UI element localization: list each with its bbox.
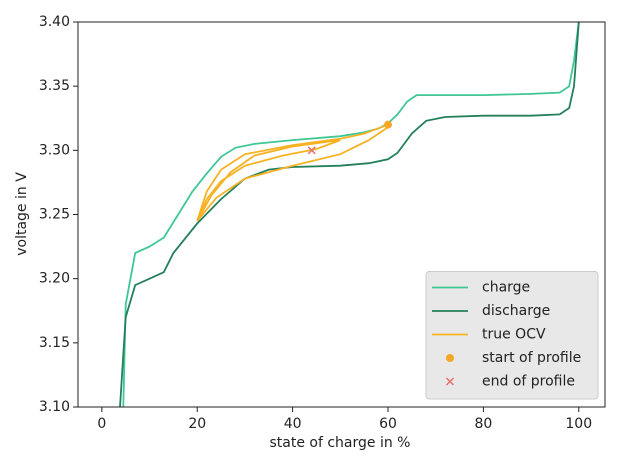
y-tick-label: 3.40	[39, 14, 70, 30]
y-tick-label: 3.35	[39, 78, 70, 94]
x-tick-label: 20	[188, 416, 206, 432]
point	[307, 146, 316, 155]
x-tick-label: 60	[379, 416, 397, 432]
legend-label: discharge	[482, 303, 550, 319]
x-tick-label: 100	[565, 416, 592, 432]
line	[196, 123, 389, 222]
y-tick-label: 3.10	[39, 399, 70, 415]
point	[384, 120, 392, 129]
y-tick-label: 3.30	[39, 142, 70, 158]
y-tick-label: 3.20	[39, 271, 70, 287]
x-tick-label: 80	[474, 416, 492, 432]
x-tick-label: 40	[284, 416, 302, 432]
y-tick-label: 3.25	[39, 207, 70, 223]
legend-label: charge	[482, 280, 530, 296]
line	[119, 22, 580, 407]
legend-label: true OCV	[482, 327, 546, 343]
y-tick-label: 3.15	[39, 335, 70, 351]
legend-swatch	[445, 377, 455, 386]
legend-label: end of profile	[482, 374, 575, 390]
legend-label: start of profile	[482, 350, 581, 366]
y-axis-label: voltage in V	[14, 172, 30, 256]
line	[122, 22, 580, 407]
legend-swatch	[446, 354, 454, 362]
x-axis-label: state of charge in %	[270, 435, 411, 451]
plot-lines	[119, 22, 580, 407]
plot-frame	[77, 21, 606, 408]
x-tick-label: 0	[97, 416, 106, 432]
legend-box	[425, 271, 599, 400]
